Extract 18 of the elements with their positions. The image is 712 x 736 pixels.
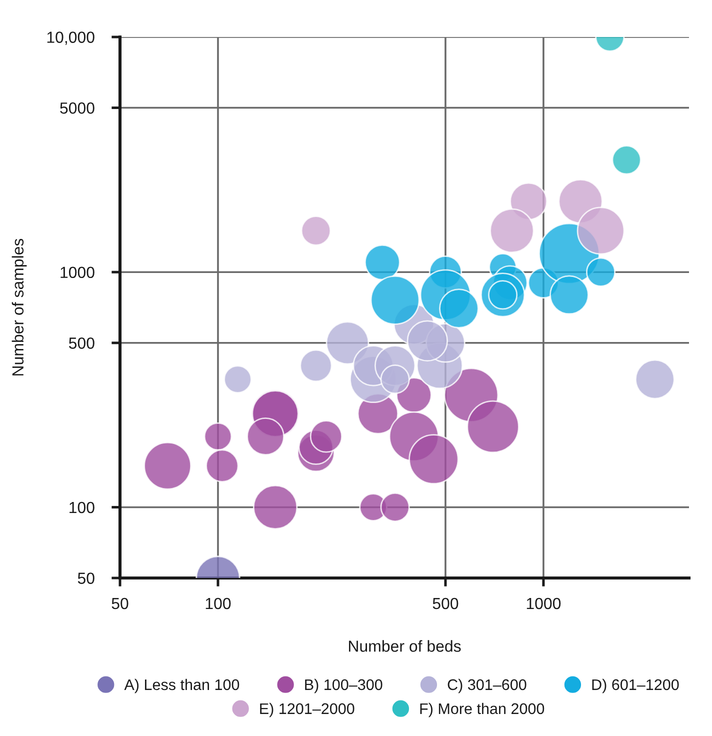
- y-axis-title: Number of samples: [12, 238, 27, 376]
- x-tick-label: 50: [112, 598, 128, 610]
- x-tick-label: 1000: [526, 598, 561, 610]
- legend-label: B) 100–300: [305, 678, 382, 694]
- y-tick-label: 500: [68, 338, 94, 349]
- y-tick-label: 5000: [60, 102, 94, 114]
- legend-label: F) More than 2000: [420, 702, 544, 718]
- x-axis-title: Number of beds: [348, 640, 461, 652]
- y-tick-label: 1000: [60, 266, 94, 278]
- y-tick-label: 50: [78, 572, 94, 584]
- x-tick-label: 500: [432, 598, 458, 610]
- legend-label: A) Less than 100: [124, 678, 240, 694]
- legend-label: C) 301–600: [448, 678, 526, 694]
- y-tick-label: 100: [70, 502, 94, 514]
- legend-label: D) 601–1200: [592, 678, 679, 694]
- x-tick-label: 100: [206, 598, 231, 610]
- legend-label: E) 1201–2000: [260, 702, 354, 718]
- y-tick-label: 10,000: [47, 32, 94, 45]
